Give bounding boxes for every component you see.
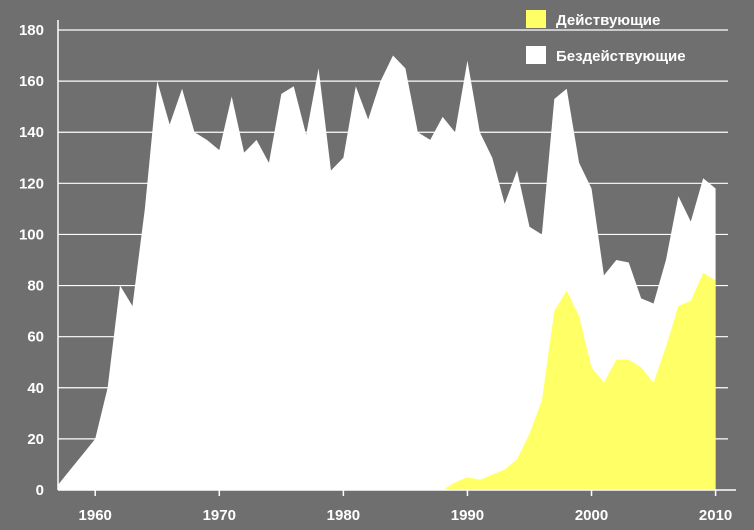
- legend-swatch-active: [526, 10, 546, 28]
- x-tick-label-2000: 2000: [575, 507, 608, 524]
- y-tick-label-20: 20: [27, 431, 44, 448]
- legend-swatch-inactive: [526, 46, 546, 64]
- y-tick-label-120: 120: [19, 175, 44, 192]
- y-tick-labels: 0 20 40 60 80 100 120 140 160 180: [19, 22, 44, 499]
- legend: Действующие Бездействующие: [526, 10, 686, 65]
- axes: [57, 20, 736, 491]
- x-tick-label-1990: 1990: [451, 507, 484, 524]
- x-tick-label-1960: 1960: [79, 507, 112, 524]
- y-tick-label-100: 100: [19, 226, 44, 243]
- x-tick-label-1970: 1970: [203, 507, 236, 524]
- y-tick-label-60: 60: [27, 329, 44, 346]
- y-tick-label-80: 80: [27, 278, 44, 295]
- x-tick-label-1980: 1980: [327, 507, 360, 524]
- y-tick-label-180: 180: [19, 22, 44, 39]
- area-series-active: [58, 272, 716, 490]
- y-tick-label-0: 0: [36, 482, 44, 499]
- y-tick-label-160: 160: [19, 73, 44, 90]
- chart-areas: [58, 55, 716, 491]
- y-tick-label-140: 140: [19, 124, 44, 141]
- x-tick-label-2010: 2010: [699, 507, 732, 524]
- legend-label-active: Действующие: [556, 12, 660, 29]
- x-tick-labels: 1960 1970 1980 1990 2000 2010: [79, 490, 732, 524]
- legend-label-inactive: Бездействующие: [556, 48, 686, 65]
- y-tick-label-40: 40: [27, 380, 44, 397]
